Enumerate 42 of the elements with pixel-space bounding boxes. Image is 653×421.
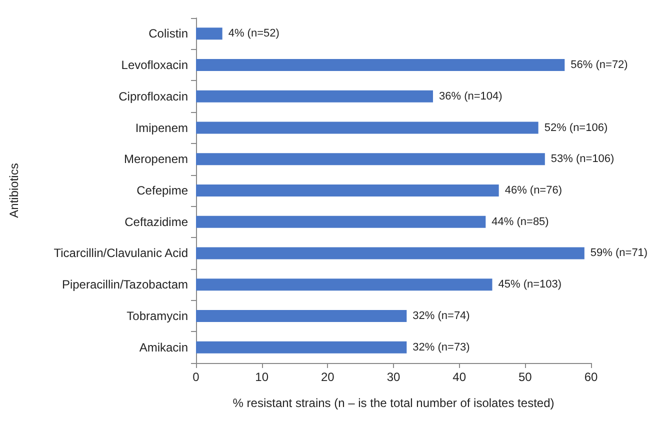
bar <box>196 216 486 228</box>
y-tick-label: Ticarcillin/Clavulanic Acid <box>54 246 188 260</box>
x-tick-label: 20 <box>320 370 335 384</box>
data-label: 4% (n=52) <box>228 28 280 40</box>
bar <box>196 184 499 196</box>
data-label: 53% (n=106) <box>550 153 614 166</box>
bar <box>196 122 538 134</box>
bar <box>196 59 565 72</box>
y-tick-label: Colistin <box>148 26 188 41</box>
x-tick-label: 30 <box>386 370 400 384</box>
data-label: 56% (n=72) <box>570 59 628 72</box>
bar <box>196 247 584 260</box>
data-label: 44% (n=85) <box>492 216 549 228</box>
data-label: 32% (n=73) <box>412 341 470 354</box>
bar <box>196 278 492 291</box>
y-tick-label: Levofloxacin <box>121 58 188 72</box>
data-label: 36% (n=104) <box>439 90 502 102</box>
y-tick-label: Amikacin <box>139 340 188 354</box>
y-tick-label: Ciprofloxacin <box>118 89 188 104</box>
x-axis-title: % resistant strains (n – is the total number of isolates tested) <box>232 396 554 410</box>
bar <box>196 28 222 40</box>
y-tick-label: Piperacillin/Tazobactam <box>62 278 188 292</box>
x-tick-label: 40 <box>452 370 466 384</box>
y-tick-label: Meropenem <box>124 152 188 166</box>
y-axis-title: Antibiotics <box>7 163 21 218</box>
bar <box>196 153 545 166</box>
y-tick-label: Imipenem <box>135 120 188 135</box>
bar <box>196 90 433 102</box>
x-tick-label: 10 <box>255 370 269 384</box>
y-tick-label: Ceftazidime <box>124 214 188 229</box>
y-tick-label: Tobramycin <box>126 308 188 323</box>
data-label: 32% (n=74) <box>412 310 470 322</box>
data-label: 46% (n=76) <box>504 184 562 196</box>
data-label: 59% (n=71) <box>590 247 648 260</box>
bar <box>196 341 407 354</box>
x-tick-label: 50 <box>518 370 532 384</box>
x-tick-label: 60 <box>584 370 598 384</box>
data-label: 52% (n=106) <box>544 122 608 134</box>
bar <box>196 310 407 322</box>
data-label: 45% (n=103) <box>498 278 562 291</box>
x-tick-label: 0 <box>192 370 200 384</box>
y-tick-label: Cefepime <box>136 184 188 198</box>
